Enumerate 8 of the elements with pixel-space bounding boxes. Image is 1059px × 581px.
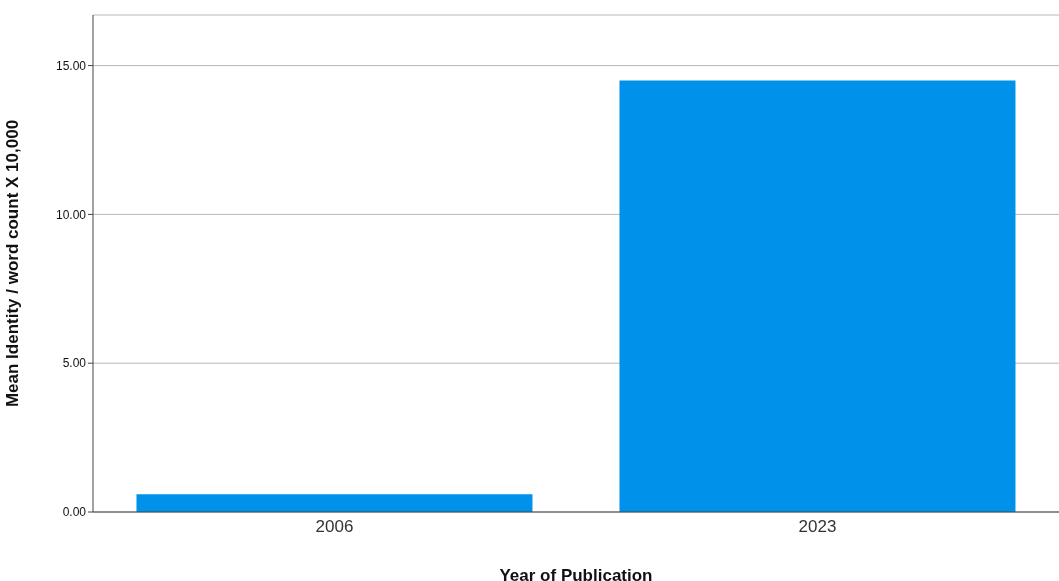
y-tick-label: 10.00 bbox=[55, 207, 87, 222]
y-tick-label: 5.00 bbox=[62, 356, 87, 371]
x-tick-label: 2006 bbox=[315, 517, 354, 537]
x-axis-title: Year of Publication bbox=[499, 566, 653, 581]
x-tick-label: 2023 bbox=[798, 517, 837, 537]
y-tick-label: 15.00 bbox=[55, 58, 87, 73]
y-tick-label: 0.00 bbox=[62, 505, 87, 520]
y-axis-title: Mean Identity / word count X 10,000 bbox=[3, 119, 23, 408]
